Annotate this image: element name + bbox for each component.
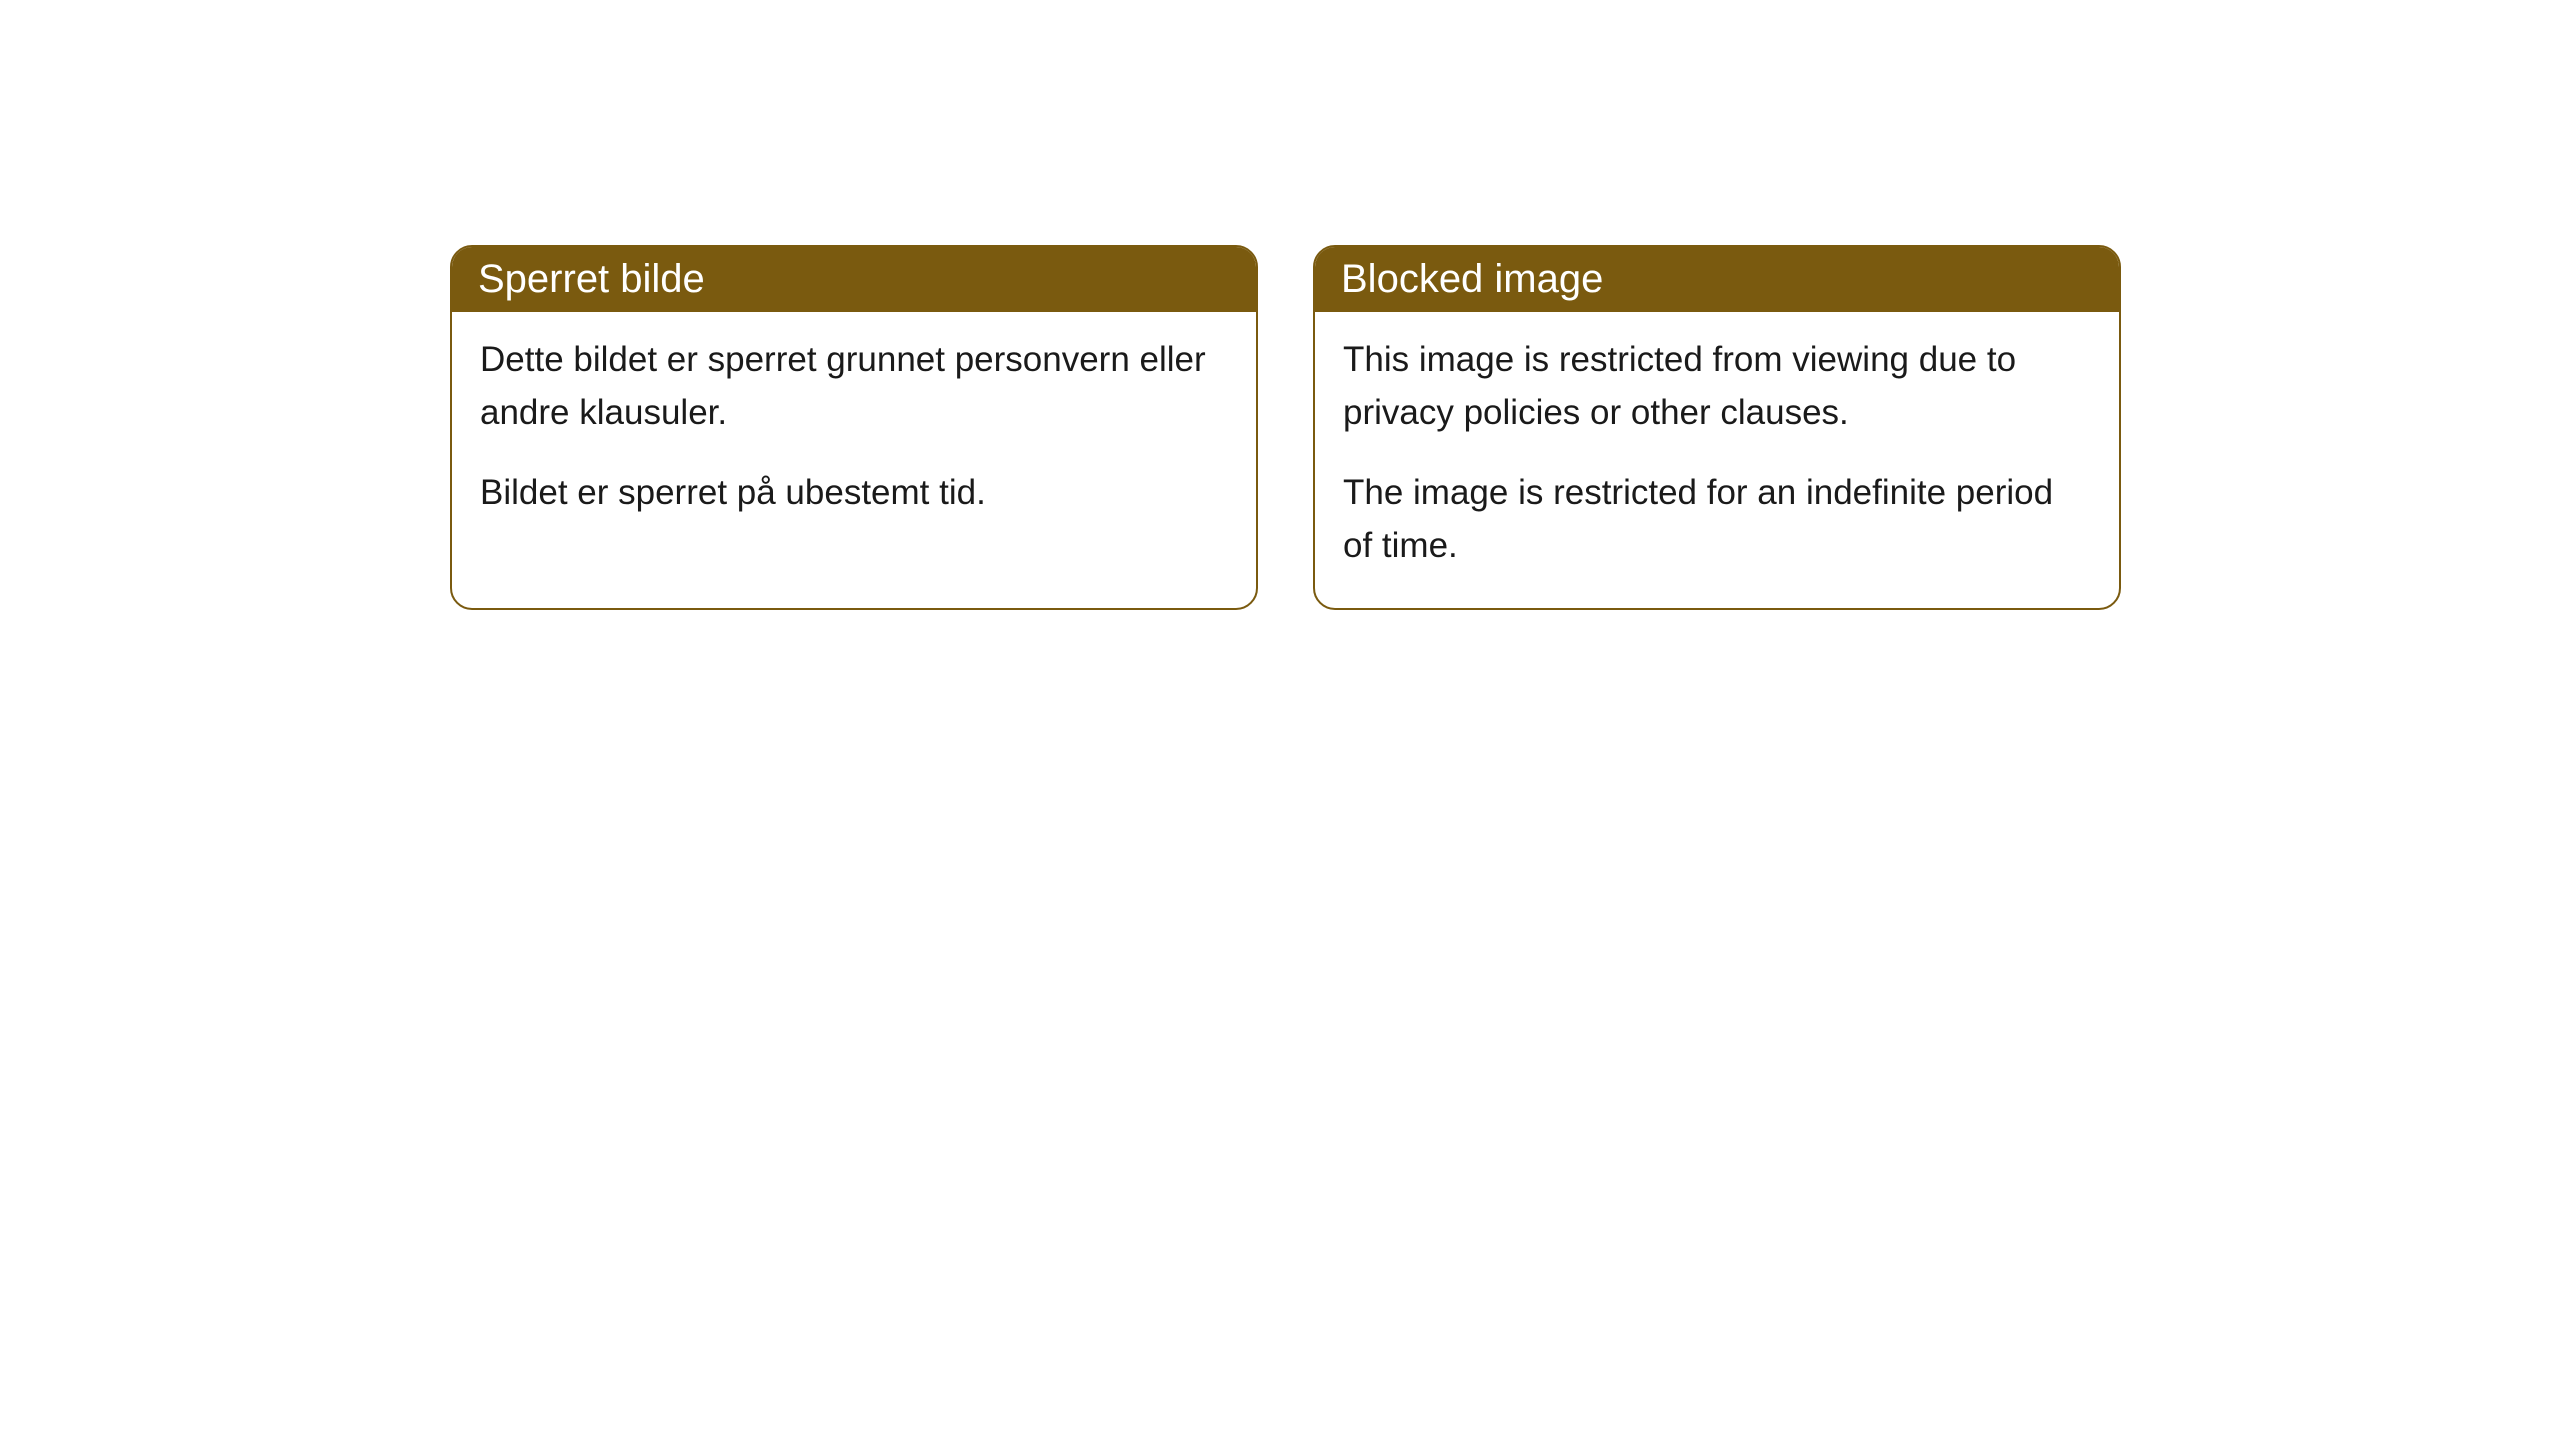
card-body-english: This image is restricted from viewing du… xyxy=(1315,312,2119,608)
blocked-image-card-english: Blocked image This image is restricted f… xyxy=(1313,245,2121,610)
card-body-norwegian: Dette bildet er sperret grunnet personve… xyxy=(452,312,1256,556)
card-paragraph: This image is restricted from viewing du… xyxy=(1343,334,2091,439)
card-paragraph: Bildet er sperret på ubestemt tid. xyxy=(480,467,1228,520)
notification-cards-container: Sperret bilde Dette bildet er sperret gr… xyxy=(450,245,2560,610)
card-title: Blocked image xyxy=(1341,257,1603,301)
card-paragraph: Dette bildet er sperret grunnet personve… xyxy=(480,334,1228,439)
card-header-english: Blocked image xyxy=(1315,247,2119,312)
card-paragraph: The image is restricted for an indefinit… xyxy=(1343,467,2091,572)
card-header-norwegian: Sperret bilde xyxy=(452,247,1256,312)
card-title: Sperret bilde xyxy=(478,257,705,301)
blocked-image-card-norwegian: Sperret bilde Dette bildet er sperret gr… xyxy=(450,245,1258,610)
